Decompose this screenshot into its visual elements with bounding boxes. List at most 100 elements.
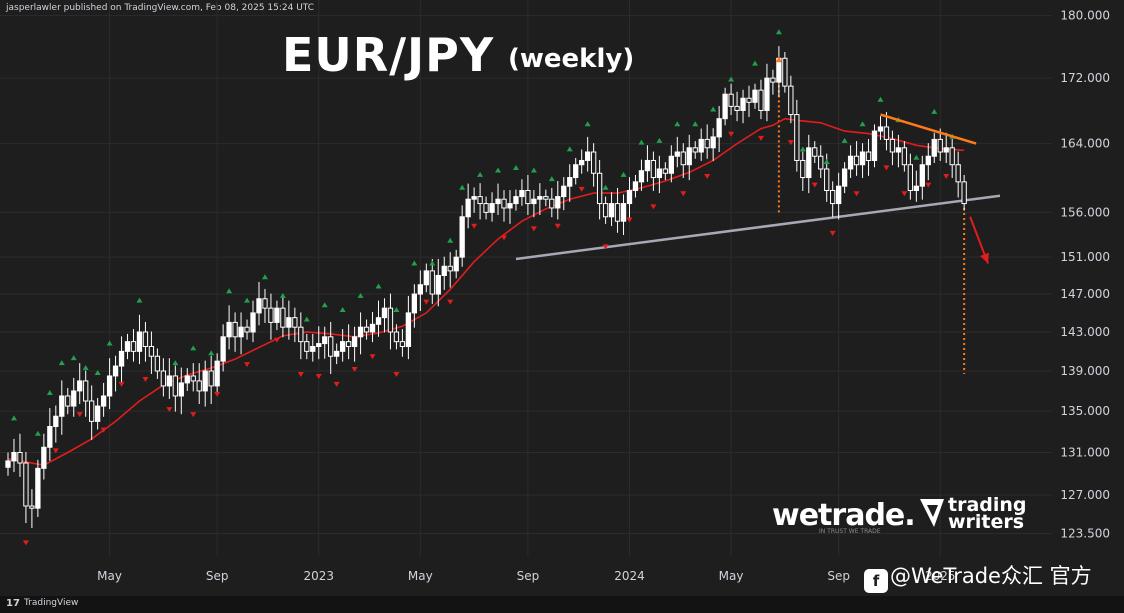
fractal-up-marker (913, 154, 920, 160)
fractal-up-marker (602, 184, 609, 190)
y-tick-label: 135.000 (1060, 404, 1110, 418)
fractal-up-marker (751, 60, 758, 66)
fractal-up-marker (94, 369, 101, 375)
candle-body (172, 375, 178, 397)
candle-body (596, 172, 603, 205)
candle-body (130, 341, 137, 352)
candle-body (41, 446, 47, 469)
trading-writers-logo: trading writers (920, 496, 1027, 532)
candle-body (196, 380, 202, 392)
fractal-markers (10, 29, 956, 546)
tradingview-brand: TradingView (24, 598, 79, 608)
y-axis: 123.500 127.000 131.000 135.000 139.000 143.0… (1060, 9, 1110, 541)
candle-body (740, 97, 746, 111)
fractal-down-marker (883, 165, 890, 171)
candle-body (83, 380, 89, 402)
y-tick-label: 127.000 (1060, 488, 1110, 502)
candle-body (387, 307, 394, 333)
fractal-down-marker (943, 173, 950, 179)
x-axis: May Sep 2023 May Sep 2024 May Sep 2025 (97, 569, 955, 583)
fractal-down-marker (853, 191, 860, 197)
fractal-up-marker (841, 137, 848, 143)
candle-body (620, 203, 627, 222)
candle-body (465, 198, 471, 218)
bearish-arrowhead (980, 252, 989, 264)
candle-body (800, 159, 806, 179)
candle-body (268, 307, 274, 323)
fractal-up-marker (495, 167, 502, 173)
fractal-up-marker (46, 389, 53, 395)
candle-body (65, 395, 71, 407)
moving-average-line (7, 117, 965, 466)
fractal-down-marker (554, 223, 561, 229)
candle-body (124, 341, 131, 352)
annotations-back (515, 58, 1001, 374)
candle-body (549, 198, 555, 209)
candle-body (752, 89, 758, 103)
candle-body (405, 312, 412, 347)
candle-body (375, 317, 382, 325)
candle-body (722, 93, 728, 120)
candle-body (441, 265, 447, 276)
candle-body (919, 164, 925, 187)
y-tick-label: 164.000 (1060, 137, 1110, 151)
candle-body (853, 155, 860, 166)
candle-body (274, 307, 280, 323)
candle-body (513, 196, 519, 205)
candle-body (322, 336, 328, 345)
candle-body (507, 203, 513, 209)
y-tick-label: 131.000 (1060, 445, 1110, 459)
weibo-icon: f (864, 569, 888, 593)
candle-body (674, 151, 680, 157)
fractal-up-marker (584, 121, 591, 127)
candle-body (710, 136, 716, 149)
fractal-down-marker (118, 381, 125, 387)
candle-body (495, 198, 501, 205)
fractal-down-marker (423, 299, 430, 305)
candle-body (680, 151, 686, 166)
fractal-up-marker (548, 176, 555, 182)
fractal-down-marker (578, 186, 585, 192)
candle-body (925, 155, 931, 166)
candle-body (650, 159, 657, 179)
candle-body (519, 190, 525, 198)
candle-body (728, 93, 734, 107)
fractal-down-marker (100, 427, 107, 433)
fractal-down-marker (501, 235, 507, 241)
candle-body (5, 460, 11, 468)
candle-body (351, 336, 358, 347)
candle-body (824, 168, 830, 192)
candle-body (184, 375, 190, 384)
candle-body (794, 114, 800, 161)
tw-line1: trading (948, 494, 1027, 516)
candle-body (89, 400, 95, 422)
candle-body (656, 168, 663, 179)
resistance-trendline (880, 113, 977, 145)
candle-body (841, 168, 848, 187)
candle-body (154, 355, 161, 372)
fractal-down-marker (369, 354, 376, 360)
fractal-up-marker (459, 184, 466, 190)
candle-body (471, 196, 477, 200)
candle-body (280, 307, 286, 328)
fractal-up-marker (823, 159, 830, 165)
chart-title: EUR/JPY (282, 28, 495, 82)
fractal-down-marker (626, 217, 633, 223)
candle-body (399, 341, 406, 347)
fractal-up-marker (710, 106, 717, 112)
candle-body (477, 196, 483, 205)
candle-body (632, 181, 639, 192)
candle-body (704, 138, 710, 149)
fractal-up-marker (656, 137, 663, 143)
fractal-up-marker (638, 139, 645, 145)
candle-body (47, 426, 53, 448)
fractal-up-marker (303, 316, 310, 322)
fractal-up-marker (674, 121, 681, 127)
x-tick-label: May (408, 569, 433, 583)
candle-body (166, 375, 173, 387)
x-tick-label: May (719, 569, 744, 583)
candle-body (716, 118, 722, 138)
x-tick-label: Sep (827, 569, 850, 583)
candle-body (53, 415, 59, 428)
candle-body (417, 284, 423, 295)
